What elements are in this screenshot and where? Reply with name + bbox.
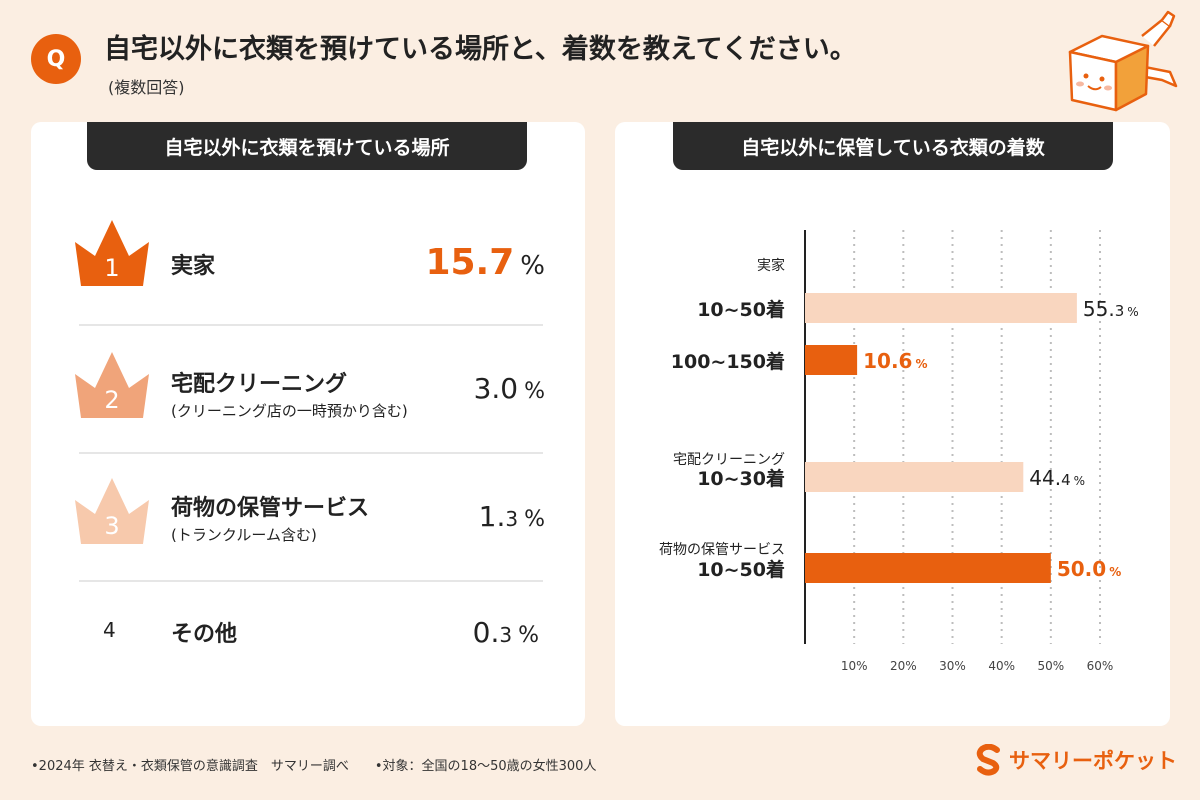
crown-shape bbox=[75, 220, 149, 286]
footer-survey-note: •2024年 衣替え・衣類保管の意識調査 サマリー調べ bbox=[31, 759, 349, 774]
ranking-panel-title: 自宅以外に衣類を預けている場所 bbox=[87, 122, 527, 170]
divider bbox=[79, 452, 543, 454]
rank-percentage-symbol: % bbox=[524, 507, 545, 532]
footer-target-note: •対象：全国の18〜50歳の女性300人 bbox=[374, 759, 597, 774]
bar bbox=[805, 553, 1051, 583]
bar-category-label: 10~50着 bbox=[697, 298, 785, 321]
rank-percentage-value: 15.7 bbox=[425, 242, 515, 283]
rank-name: 実家 bbox=[171, 254, 216, 279]
rank-name: 荷物の保管サービス bbox=[171, 496, 370, 521]
divider bbox=[79, 580, 543, 582]
crown-rank-number: 3 bbox=[104, 512, 119, 540]
logo-text: サマリーポケット bbox=[1009, 749, 1177, 773]
chart-panel: 自宅以外に保管している衣類の着数 10% 20% 30% 40% 50% 60% 実家 10~… bbox=[615, 122, 1170, 726]
group-label: 実家 bbox=[757, 257, 785, 274]
bar bbox=[805, 462, 1024, 492]
rank-number-plain: 4 bbox=[103, 618, 116, 642]
ranking-panel: 自宅以外に衣類を預けている場所 1 実家 15.7% 2 宅配クリーニング (ク… bbox=[31, 122, 585, 726]
rank-percentage-symbol: % bbox=[520, 251, 545, 281]
rank-name: 宅配クリーニング bbox=[171, 372, 348, 397]
box-mascot-illustration bbox=[1068, 10, 1178, 112]
bar-value-label: 10.6% bbox=[863, 349, 927, 373]
rank-percentage-value: 3.0 bbox=[473, 372, 519, 405]
rank-name: その他 bbox=[171, 622, 238, 647]
x-tick-label: 50% bbox=[1037, 659, 1064, 673]
rank-percentage-value: 1. bbox=[478, 500, 506, 533]
bar-category-label: 10~30着 bbox=[697, 467, 785, 490]
rank-note: (トランクルーム含む) bbox=[171, 526, 317, 544]
bar-value-label: 44.4% bbox=[1029, 466, 1085, 490]
crown-icon-rank-2: 2 bbox=[75, 352, 149, 418]
rank-percentage-decimal: 3 bbox=[499, 623, 513, 647]
rank-percentage: 0.3% bbox=[473, 616, 539, 649]
question-title: 自宅以外に衣類を預けている場所と、着数を教えてください。 bbox=[104, 34, 857, 65]
bar bbox=[805, 345, 858, 375]
rank-percentage-symbol: % bbox=[524, 379, 545, 404]
bar-value-label: 55.3% bbox=[1083, 297, 1139, 321]
bar-category-label: 100~150着 bbox=[671, 350, 785, 373]
x-tick-label: 60% bbox=[1087, 659, 1114, 673]
rank-percentage: 1.3% bbox=[479, 500, 545, 533]
crown-rank-number: 2 bbox=[104, 386, 119, 414]
group-label: 荷物の保管サービス bbox=[659, 542, 785, 558]
question-badge-label: Q bbox=[46, 46, 66, 72]
rank-percentage-value: 0. bbox=[472, 616, 500, 649]
rank-percentage: 15.7% bbox=[425, 242, 545, 283]
garment-count-bar-chart: 10% 20% 30% 40% 50% 60% 実家 10~50着 55.3 % 100~150着 1… bbox=[659, 230, 1139, 673]
crown-rank-number: 1 bbox=[104, 254, 119, 282]
s-logo-icon bbox=[976, 744, 1000, 776]
rank-percentage-symbol: % bbox=[518, 623, 539, 648]
bar-value-label: 50.0% bbox=[1057, 557, 1121, 581]
rank-percentage: 3.0% bbox=[474, 372, 545, 405]
question-badge: Q bbox=[31, 34, 81, 84]
x-tick-label: 20% bbox=[890, 659, 917, 673]
group-label: 宅配クリーニング bbox=[673, 452, 785, 468]
crown-shape bbox=[75, 478, 149, 544]
bar bbox=[805, 293, 1077, 323]
x-tick-label: 40% bbox=[988, 659, 1015, 673]
rank-percentage-decimal: 3 bbox=[505, 507, 519, 531]
question-subtitle: (複数回答) bbox=[108, 78, 185, 97]
summary-pocket-logo: サマリーポケット bbox=[975, 744, 1177, 776]
x-tick-label: 10% bbox=[841, 659, 868, 673]
bar-category-label: 10~50着 bbox=[697, 558, 785, 581]
x-tick-label: 30% bbox=[939, 659, 966, 673]
footer: •2024年 衣替え・衣類保管の意識調査 サマリー調べ •対象：全国の18〜50歳… bbox=[31, 755, 622, 774]
crown-icon-rank-1: 1 bbox=[75, 220, 149, 286]
chart-panel-title: 自宅以外に保管している衣類の着数 bbox=[673, 122, 1113, 170]
rank-note: (クリーニング店の一時預かり含む) bbox=[171, 402, 408, 420]
crown-icon-rank-3: 3 bbox=[75, 478, 149, 544]
divider bbox=[79, 324, 543, 326]
crown-shape bbox=[75, 352, 149, 418]
